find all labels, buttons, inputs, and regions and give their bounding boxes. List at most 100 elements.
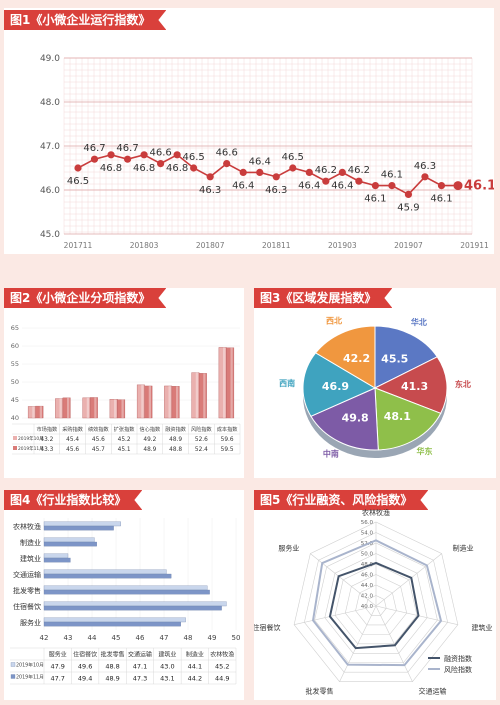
data-point [371,182,379,190]
legend-label: 2019年11月 [18,445,44,452]
radar-ring [334,563,418,645]
bar [43,621,181,627]
bar-highlight [39,406,42,418]
table-header: 农林牧渔 [210,651,234,659]
category-label: 市场指数 [36,425,58,433]
category-label: 成本指数 [217,425,239,433]
axis-label: 农林牧渔 [362,508,390,517]
data-label: 46.5 [183,152,205,163]
bar [43,569,167,575]
category-label: 融资指数 [165,425,187,433]
data-point [190,164,198,172]
slice-name-label: 华北 [411,317,427,327]
fig2-chart: 40 45 50 55 60 65 市场指数 采购指数 绩效指数 扩张指数 信心指数 融资指数 风险指数… [11,324,241,455]
bar [43,557,71,563]
table-value: 45.4 [66,437,79,443]
fig2-title: 图2《小微企业分项指数》 [4,288,166,308]
bar [43,589,210,595]
fig1-title: 图1《小微企业运行指数》 [4,10,166,30]
data-point [272,173,280,181]
table-value: 45.1 [118,447,131,453]
axis-label: 建筑业 [472,623,493,632]
bar [43,617,186,623]
y-tick-label: 49.0 [40,54,60,64]
data-point [305,168,313,176]
data-point [421,173,429,181]
r-tick-label: 42.0 [361,594,374,600]
radar-ring [344,574,408,635]
data-point [404,190,413,198]
axis-label: 制造业 [453,543,474,552]
bar-highlight [141,384,144,418]
data-label: 46.5 [282,152,304,163]
radar-spoke [294,605,377,625]
data-label: 45.9 [397,202,419,213]
data-label: 46.7 [83,143,105,154]
legend-swatch [10,662,16,667]
bar [43,573,172,579]
bar [43,553,69,559]
fig1-chart: 45.0 46.0 47.0 48.0 49.0 46.5 46.7 46.8 46.7 46.8… [40,54,494,250]
y-tick-label: 45.0 [40,230,60,240]
slice-name-label: 西南 [279,378,295,388]
legend-label: 2019年10月 [16,662,44,669]
y-tick-label: 60 [11,342,19,350]
table-header: 批发零售 [101,651,125,659]
fig4-chart: 42 43 44 45 46 47 48 49 50农林牧渔制造业建筑业交通运输批发零售住宿餐饮… [10,518,240,685]
radar-ring [314,542,438,664]
radar-ring [293,521,459,682]
data-point [123,155,132,163]
data-point [355,177,363,185]
x-tick-label: 42 [40,634,49,642]
category-label: 建筑业 [20,554,41,563]
bar [35,405,44,419]
legend-label: 2019年11月 [16,674,44,681]
bar [43,605,222,611]
table-value: 45.6 [66,447,79,453]
table-header: 交通运输 [128,651,152,659]
table-value: 49.2 [143,437,156,443]
r-tick-label: 50.0 [361,552,374,558]
table-value: 43.1 [160,675,174,683]
data-label: 46.2 [348,165,370,176]
fig5-chart: 40.042.044.046.048.050.052.054.056.0农林牧渔… [254,508,493,696]
table-value: 45.7 [92,447,105,453]
bar [62,397,71,419]
bar-highlight [86,397,89,418]
slice-value-label: 49.8 [342,411,369,424]
r-tick-label: 44.0 [361,583,374,589]
bar [43,521,121,527]
y-tick-label: 65 [11,324,19,332]
data-point [90,155,99,163]
x-tick-label: 45 [112,634,121,642]
bar-highlight [148,385,151,418]
slice-value-label: 45.5 [381,352,408,365]
r-tick-label: 56.0 [361,520,374,526]
data-point [322,177,330,185]
legend-label: 2019年10月 [18,435,44,442]
data-point [388,182,396,190]
x-tick-label: 201907 [394,241,423,250]
bar-highlight [94,397,97,418]
data-label: 46.3 [265,185,287,196]
data-point [338,168,346,176]
r-tick-label: 40.0 [361,604,374,610]
data-point [289,164,297,172]
data-label: 46.1 [364,194,386,205]
category-label: 服务业 [20,618,41,627]
series-polygon [328,561,420,650]
bar [226,347,235,419]
radar-spoke [375,605,458,625]
legend-label: 融资指数 [444,654,472,663]
bar-highlight [121,399,124,418]
data-label: 46.1 [430,194,452,205]
pie-slice [374,325,438,389]
radar-ring [365,595,387,616]
table-value: 43.0 [160,663,174,671]
bar-highlight [67,397,70,418]
table-value: 43.2 [40,437,53,443]
table-value: 47.7 [50,675,64,683]
radar-ring [324,553,428,654]
x-tick-label: 48 [184,634,193,642]
category-label: 绩效指数 [88,425,110,433]
